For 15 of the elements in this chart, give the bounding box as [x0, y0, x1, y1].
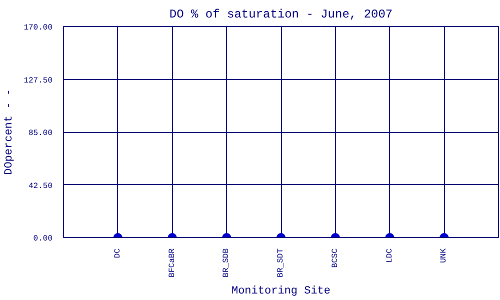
x-tick-label: BFCaBR: [168, 248, 177, 278]
x-tick-label: BCSC: [330, 248, 340, 268]
chart-title: DO % of saturation - June, 2007: [169, 8, 393, 22]
y-tick-label: 127.50: [24, 76, 53, 86]
x-tick-label: DC: [113, 248, 122, 258]
x-tick-label: BR_SDB: [222, 248, 232, 278]
y-tick-label: 0.00: [33, 234, 53, 244]
x-tick-label: LDC: [385, 248, 394, 263]
x-axis-title: Monitoring Site: [231, 285, 331, 298]
y-axis-title: DOpercent - -: [4, 89, 16, 175]
x-tick-label: UNK: [440, 248, 449, 263]
y-tick-label: 170.00: [24, 24, 53, 32]
y-tick-label: 42.50: [28, 182, 53, 191]
y-tick-label: 85.00: [28, 129, 53, 138]
x-tick-label: BR_SDT: [276, 248, 286, 278]
